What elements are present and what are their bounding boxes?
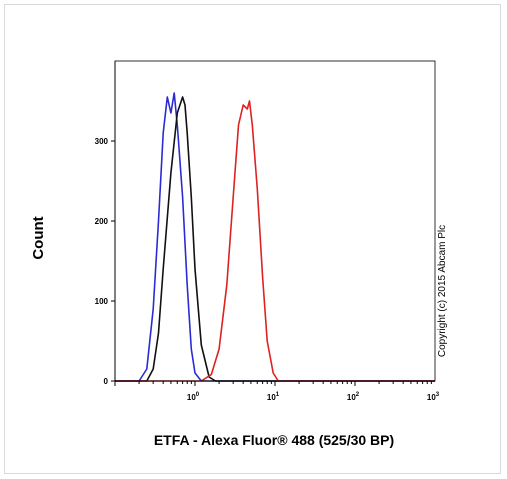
histogram-series-3 xyxy=(115,100,435,382)
histogram-series-2 xyxy=(115,96,435,382)
x-tick-label: 101 xyxy=(267,392,280,402)
x-axis-title: ETFA - Alexa Fluor® 488 (525/30 BP) xyxy=(154,432,394,448)
chart-frame: 0 100 200 300 100 101 102 103 Count ETFA - Ale… xyxy=(4,4,501,474)
x-tick-label: 100 xyxy=(187,392,200,402)
x-tick-label: 102 xyxy=(347,392,360,402)
y-tick-label: 200 xyxy=(95,217,109,226)
y-tick-label: 0 xyxy=(104,377,109,386)
y-ticks: 0 100 200 300 xyxy=(95,137,115,386)
histogram-curves xyxy=(115,92,435,382)
x-ticks: 100 101 102 103 xyxy=(114,381,440,402)
x-tick-label: 103 xyxy=(427,392,440,402)
y-tick-label: 300 xyxy=(95,137,109,146)
histogram-series-1 xyxy=(115,92,435,382)
y-axis-title: Count xyxy=(30,216,47,259)
y-tick-label: 100 xyxy=(95,297,109,306)
copyright-annotation: Copyright (c) 2015 Abcam Plc xyxy=(437,225,448,357)
axes xyxy=(114,60,436,382)
histogram-chart: 0 100 200 300 100 101 102 103 Count ETFA - Ale… xyxy=(30,60,448,448)
plot-frame xyxy=(114,60,436,382)
